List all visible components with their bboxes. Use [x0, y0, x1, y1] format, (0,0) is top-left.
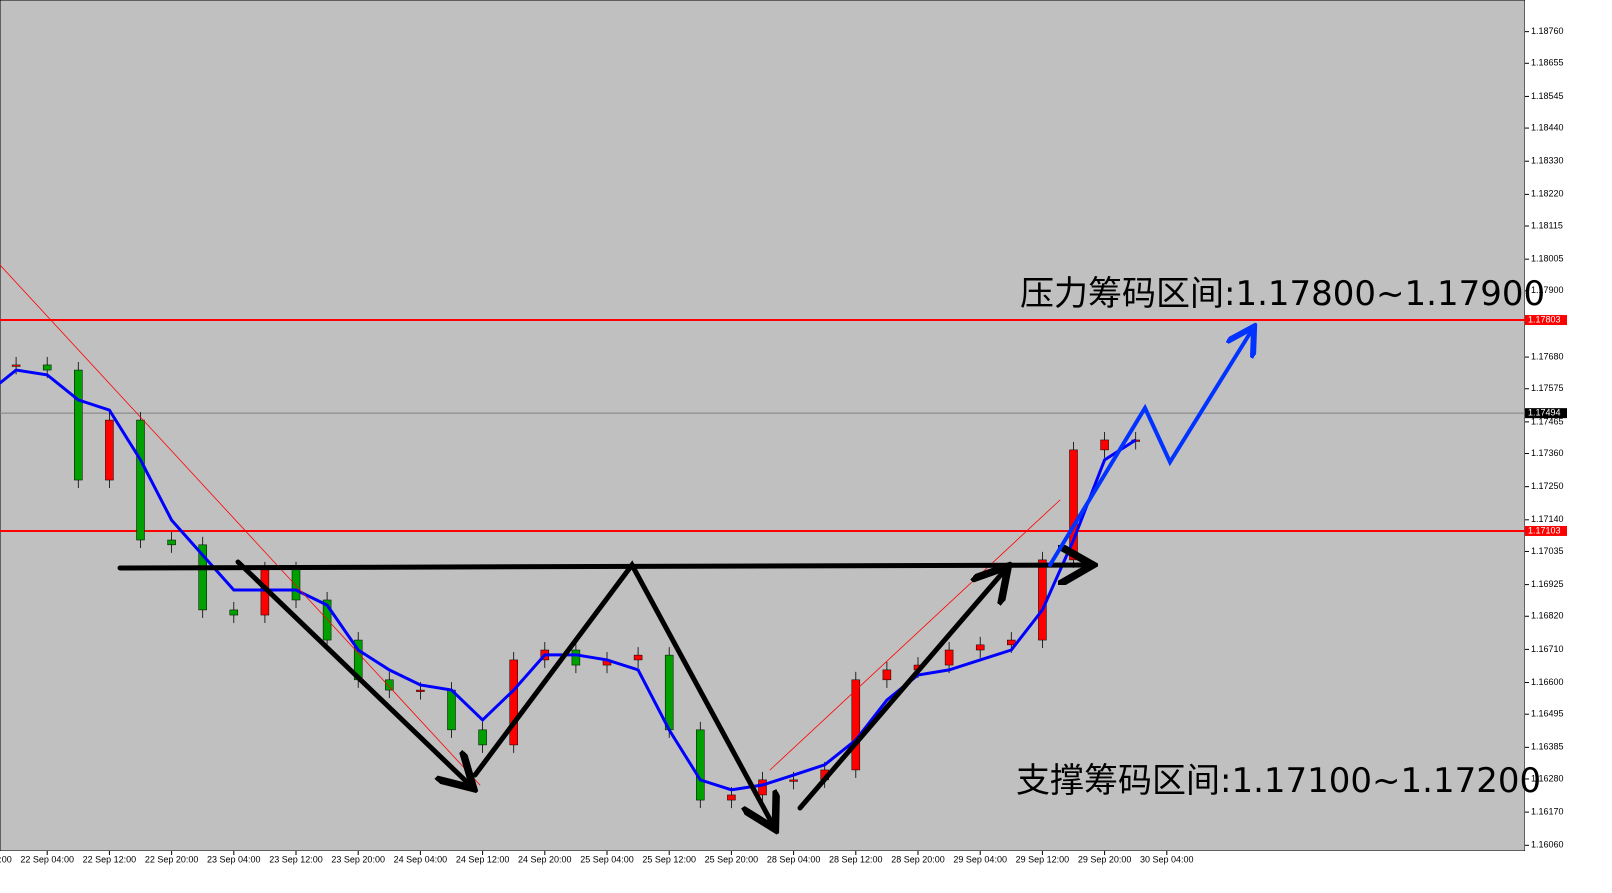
y-tick-label: 1.17465 — [1531, 416, 1564, 426]
y-tick-label: 1.17035 — [1531, 546, 1564, 556]
y-tick-label: 1.16495 — [1531, 709, 1564, 719]
x-tick-label: 22 Sep 12:00 — [83, 854, 137, 864]
candle-body — [447, 689, 456, 731]
y-tick-label: 1.16600 — [1531, 677, 1564, 687]
x-tick-label: 29 Sep 04:00 — [953, 854, 1007, 864]
price-tag-label: 1.17494 — [1528, 408, 1561, 418]
x-tick-label: 22 Sep 20:00 — [145, 854, 199, 864]
candle-body — [509, 659, 518, 746]
y-tick-label: 1.16385 — [1531, 742, 1564, 752]
x-tick-label: 23 Sep 04:00 — [207, 854, 261, 864]
time-axis — [0, 851, 1525, 893]
price-tag-label: 1.17103 — [1528, 525, 1561, 535]
candle-body — [571, 649, 581, 666]
y-tick-label: 1.18655 — [1531, 58, 1564, 68]
candle-body — [136, 419, 145, 541]
candle-body — [322, 599, 332, 641]
annotation: 支撑筹码区间:1.17100~1.17200 — [1016, 761, 1541, 801]
candle-body — [42, 364, 52, 371]
y-tick-label: 1.16170 — [1531, 807, 1564, 817]
arrow — [472, 560, 773, 825]
y-tick-label: 1.17250 — [1531, 481, 1564, 491]
candle-body — [975, 644, 985, 651]
y-tick-label: 1.18440 — [1531, 122, 1564, 132]
y-tick-label: 1.17680 — [1531, 351, 1564, 361]
candle-body — [633, 654, 643, 661]
candle-body — [11, 364, 21, 367]
candle-body — [851, 679, 861, 771]
candle-body — [167, 539, 176, 546]
candle-body — [74, 369, 83, 481]
annotation: 压力筹码区间:1.17800~1.17900 — [1020, 274, 1545, 314]
trend-line — [769, 499, 1061, 771]
x-tick-label: 25 Sep 04:00 — [580, 854, 634, 864]
x-tick-label: 28 Sep 20:00 — [891, 854, 945, 864]
candle-body — [385, 679, 394, 691]
x-tick-label: 22 Sep 04:00 — [20, 854, 74, 864]
candle-body — [416, 689, 425, 692]
y-tick-label: 1.18545 — [1531, 91, 1564, 101]
candle-body — [727, 794, 736, 801]
price-tag-label: 1.17803 — [1528, 314, 1561, 324]
candle-body — [664, 654, 674, 731]
y-tick-label: 1.16280 — [1531, 773, 1564, 783]
arrow — [797, 570, 1005, 811]
y-tick-label: 1.18005 — [1531, 254, 1564, 264]
x-tick-label: 28 Sep 04:00 — [767, 854, 821, 864]
x-tick-label: 23 Sep 12:00 — [269, 854, 323, 864]
candle-body — [198, 544, 207, 611]
x-tick-label: 29 Sep 20:00 — [1078, 854, 1132, 864]
arrow — [1048, 330, 1252, 567]
drawn-arrows — [0, 264, 1252, 825]
candle-body — [696, 729, 705, 801]
y-tick-label: 1.17900 — [1531, 285, 1564, 295]
price-tag — [1525, 408, 1567, 419]
y-tick-label: 1.16925 — [1531, 579, 1564, 589]
y-tick-label: 1.16820 — [1531, 611, 1564, 621]
candle-body — [882, 669, 892, 681]
x-tick-label: 28 Sep 12:00 — [829, 854, 883, 864]
y-tick-label: 1.18330 — [1531, 156, 1564, 166]
candle-body — [291, 569, 301, 601]
y-tick-label: 1.17140 — [1531, 514, 1564, 524]
x-tick-label: 25 Sep 20:00 — [705, 854, 759, 864]
arrow — [117, 565, 1088, 568]
arrow — [235, 559, 470, 785]
plot-area — [0, 0, 1526, 852]
candle-body — [758, 779, 767, 796]
candle-body — [944, 649, 954, 666]
y-tick-label: 1.17575 — [1531, 383, 1564, 393]
price-tag — [1525, 315, 1567, 326]
x-tick-label: 22 Sep 00:00 — [0, 854, 12, 864]
y-tick-label: 1.18115 — [1531, 220, 1563, 230]
candle-body — [789, 779, 798, 782]
x-tick-label: 29 Sep 12:00 — [1016, 854, 1070, 864]
candle-body — [478, 729, 487, 746]
trend-line — [0, 264, 481, 786]
candle-body — [1100, 439, 1109, 451]
y-tick-label: 1.18760 — [1531, 26, 1564, 36]
x-tick-label: 23 Sep 20:00 — [331, 854, 385, 864]
x-tick-label: 24 Sep 04:00 — [394, 854, 448, 864]
y-tick-label: 1.16710 — [1531, 644, 1564, 654]
y-tick-label: 1.18220 — [1531, 189, 1564, 199]
price-axis — [1525, 0, 1612, 893]
candle-body — [105, 419, 114, 481]
x-tick-label: 24 Sep 20:00 — [518, 854, 572, 864]
x-tick-label: 30 Sep 04:00 — [1140, 854, 1194, 864]
y-tick-label: 1.16060 — [1531, 840, 1564, 850]
candle-body — [229, 609, 239, 616]
price-tag — [1525, 525, 1567, 536]
x-tick-label: 25 Sep 12:00 — [642, 854, 696, 864]
moving-average-line — [0, 368, 1137, 792]
x-tick-label: 24 Sep 12:00 — [456, 854, 510, 864]
y-tick-label: 1.17360 — [1531, 448, 1564, 458]
